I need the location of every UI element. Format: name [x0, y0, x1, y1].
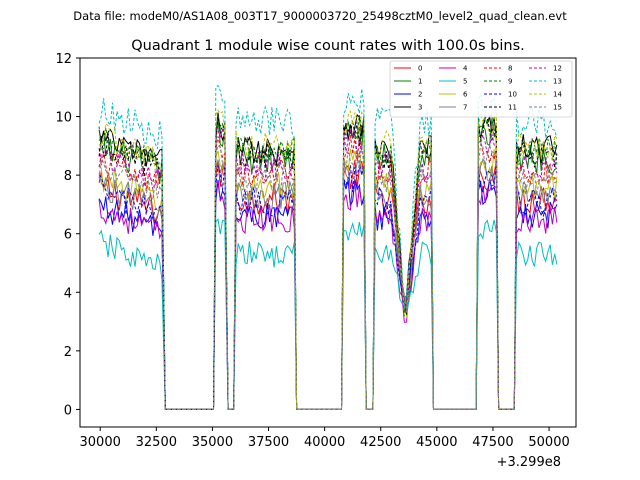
y-tick-label: 10 [55, 111, 72, 126]
legend-label-3: 3 [418, 104, 422, 112]
legend-label-4: 4 [463, 65, 468, 73]
y-tick-label: 6 [64, 228, 72, 243]
plot-frame [79, 57, 577, 428]
legend-label-13: 13 [553, 78, 562, 86]
series-line-7 [98, 158, 558, 410]
x-tick-label: 47500 [472, 435, 513, 450]
x-tick-label: 40000 [304, 435, 345, 450]
legend-label-14: 14 [553, 91, 562, 99]
legend-label-11: 11 [508, 104, 517, 112]
series-line-5 [98, 218, 558, 410]
x-tick-label: 50000 [528, 435, 569, 450]
x-tick-label: 35000 [192, 435, 233, 450]
legend-label-2: 2 [418, 91, 422, 99]
series-line-12 [98, 127, 558, 410]
chart-title: Quadrant 1 module wise count rates with … [131, 38, 525, 54]
series-line-2 [98, 178, 558, 410]
legend-label-12: 12 [553, 65, 562, 73]
legend-label-7: 7 [463, 104, 467, 112]
series-line-6 [98, 148, 558, 410]
x-tick-label: 30000 [80, 435, 121, 450]
x-tick-label: 32500 [136, 435, 177, 450]
legend-label-15: 15 [553, 104, 562, 112]
legend-label-6: 6 [463, 91, 468, 99]
series-layer [98, 84, 558, 410]
legend-label-5: 5 [463, 78, 467, 86]
y-tick-label: 2 [64, 345, 72, 360]
series-line-15 [98, 142, 558, 410]
data-file-label: Data file: modeM0/AS1A08_003T17_90000037… [73, 9, 567, 23]
x-offset-label: +3.299e8 [497, 455, 561, 470]
x-tick-label: 37500 [248, 435, 289, 450]
legend-box [389, 60, 573, 118]
legend-label-8: 8 [508, 65, 512, 73]
legend-label-0: 0 [418, 65, 422, 73]
legend-label-1: 1 [418, 78, 422, 86]
legend-label-10: 10 [508, 91, 517, 99]
x-tick-label: 45000 [416, 435, 457, 450]
y-tick-label: 8 [64, 169, 72, 184]
y-tick-label: 4 [64, 286, 72, 301]
x-tick-label: 42500 [360, 435, 401, 450]
axes-layer: 30000 32500 35000 37500 40000 42500 45000 47500… [55, 52, 569, 450]
series-line-10 [98, 163, 558, 410]
y-tick-label: 12 [55, 52, 72, 67]
y-tick-label: 0 [64, 403, 72, 418]
legend-label-9: 9 [508, 78, 512, 86]
series-line-4 [98, 181, 558, 410]
